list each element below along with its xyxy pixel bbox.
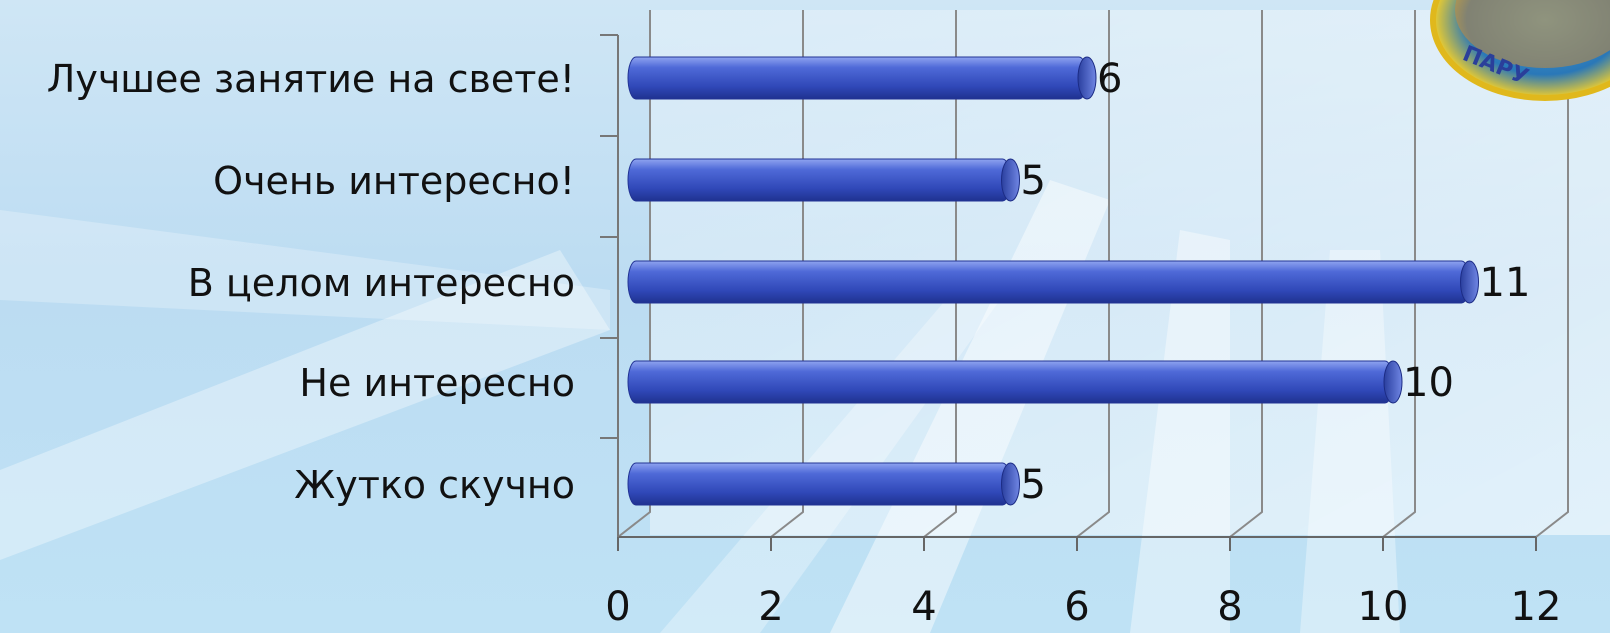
bar-cap bbox=[1460, 260, 1479, 304]
x-tick-label: 8 bbox=[1217, 584, 1242, 630]
x-tick-label: 4 bbox=[911, 584, 936, 630]
x-tick-label: 0 bbox=[605, 584, 630, 630]
x-tick-label: 6 bbox=[1064, 584, 1089, 630]
category-label: Не интересно bbox=[299, 361, 575, 405]
bar bbox=[627, 360, 1403, 404]
category-labels: Лучшее занятие на свете! Очень интересно!… bbox=[47, 57, 575, 507]
bar-cap bbox=[1001, 462, 1020, 506]
gridline bbox=[1382, 10, 1416, 538]
category-label: Лучшее занятие на свете! bbox=[47, 57, 575, 101]
bar bbox=[627, 462, 1020, 506]
bar-body bbox=[627, 158, 1011, 202]
gridline bbox=[1229, 10, 1263, 538]
bar-body bbox=[627, 360, 1394, 404]
bar bbox=[627, 56, 1097, 100]
category-label: Жутко скучно bbox=[294, 463, 575, 507]
data-label: 5 bbox=[1021, 158, 1046, 204]
data-label: 11 bbox=[1480, 260, 1531, 306]
x-tick-label: 12 bbox=[1511, 584, 1562, 630]
category-label: Очень интересно! bbox=[213, 159, 575, 203]
x-tick-labels: 0 2 4 6 8 10 12 bbox=[605, 584, 1561, 630]
logo-emblem: ПАРУ bbox=[1430, 0, 1610, 101]
data-label: 10 bbox=[1403, 360, 1454, 406]
bar-body bbox=[627, 462, 1011, 506]
bar bbox=[627, 260, 1479, 304]
x-tick-label: 2 bbox=[758, 584, 783, 630]
bar-cap bbox=[1001, 158, 1020, 202]
gridline bbox=[1076, 10, 1110, 538]
bar-body bbox=[627, 56, 1088, 100]
x-tick-label: 10 bbox=[1358, 584, 1409, 630]
bar-cap bbox=[1077, 56, 1097, 100]
data-label: 5 bbox=[1021, 462, 1046, 508]
bar-body bbox=[627, 260, 1470, 304]
bar bbox=[627, 158, 1020, 202]
bar-series bbox=[627, 56, 1479, 506]
data-label: 6 bbox=[1097, 56, 1122, 102]
gridline bbox=[1535, 10, 1569, 538]
bar-cap bbox=[1383, 360, 1403, 404]
category-label: В целом интересно bbox=[188, 261, 575, 305]
data-labels: 6 5 11 10 5 bbox=[1021, 56, 1531, 508]
